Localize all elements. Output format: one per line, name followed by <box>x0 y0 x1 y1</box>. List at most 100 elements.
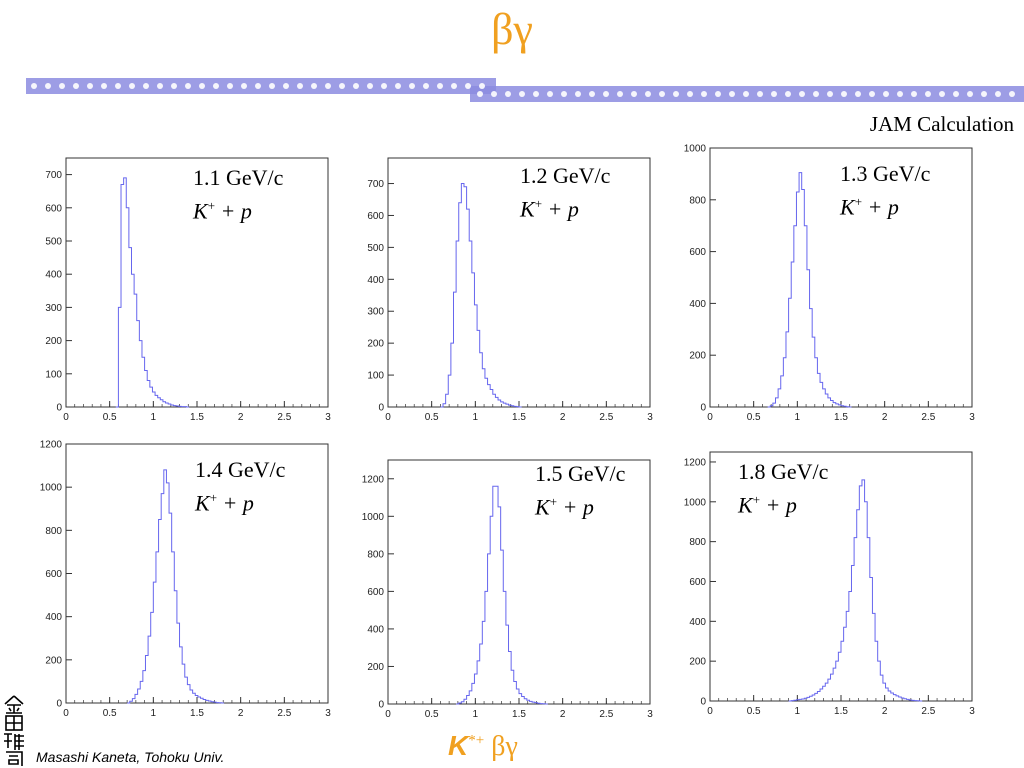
reaction-sup: + <box>207 198 216 213</box>
x-tick-label: 0.5 <box>425 412 439 423</box>
x-tick-label: 0 <box>385 709 391 720</box>
y-tick-label: 100 <box>45 369 62 380</box>
x-tick-label: 2 <box>560 709 566 720</box>
y-tick-label: 600 <box>367 587 384 598</box>
x-tick-label: 0.5 <box>747 706 761 717</box>
y-tick-label: 400 <box>689 299 706 310</box>
x-tick-label: 0 <box>707 412 713 423</box>
x-tick-label: 0.5 <box>103 412 117 423</box>
x-tick-label: 3 <box>969 412 975 423</box>
y-tick-label: 800 <box>689 195 706 206</box>
bottom-title: K*+ βγ <box>448 730 518 763</box>
reaction-k: K <box>738 492 753 518</box>
y-tick-label: 400 <box>45 270 62 281</box>
y-tick-label: 200 <box>45 336 62 347</box>
y-tick-label: 1000 <box>40 483 63 494</box>
y-tick-label: 400 <box>689 617 706 628</box>
panel-label-6: 1.8 GeV/c K+ + p <box>738 458 828 519</box>
momentum-label: 1.5 GeV/c <box>535 461 626 486</box>
x-tick-label: 1.5 <box>190 708 204 719</box>
y-tick-label: 400 <box>367 624 384 635</box>
panel-label-1: 1.1 GeV/c K+ + p <box>193 164 283 225</box>
y-tick-label: 800 <box>367 549 384 560</box>
panel-label-3: 1.3 GeV/c K+ + p <box>840 160 930 221</box>
x-tick-label: 1 <box>795 706 801 717</box>
momentum-label: 1.1 GeV/c <box>193 165 284 190</box>
x-tick-label: 0.5 <box>425 709 439 720</box>
x-tick-label: 1 <box>151 412 157 423</box>
histogram-chart-4: 0 0.5 1 1.5 2 2.5 3 0 200 400 600 800 1000 1200 <box>40 440 331 720</box>
y-tick-label: 600 <box>367 211 384 222</box>
y-tick-label: 200 <box>689 657 706 668</box>
histogram-chart-2: 0 0.5 1 1.5 2 2.5 3 0 100 200 300 400 500 600 700 <box>367 157 653 423</box>
y-tick-label: 0 <box>700 697 706 708</box>
histogram-series <box>788 479 923 702</box>
x-tick-label: 2 <box>238 412 244 423</box>
reaction-sup: + <box>534 196 543 211</box>
x-tick-label: 2.5 <box>277 708 291 719</box>
histogram-series <box>767 172 852 408</box>
y-tick-label: 800 <box>45 526 62 537</box>
histogram-series <box>440 183 522 408</box>
y-tick-label: 500 <box>45 237 62 248</box>
reaction-rest: + p <box>557 494 594 520</box>
panel-label-2: 1.2 GeV/c K+ + p <box>520 162 610 223</box>
y-tick-label: 400 <box>45 612 62 623</box>
y-tick-label: 1200 <box>362 474 385 485</box>
bottom-greek: βγ <box>484 731 518 762</box>
x-tick-label: 1.5 <box>512 709 526 720</box>
x-tick-label: 1.5 <box>512 412 526 423</box>
x-tick-label: 1 <box>473 412 479 423</box>
y-tick-label: 1200 <box>40 440 63 451</box>
histogram-series <box>115 177 190 408</box>
decorative-banner <box>26 78 1024 102</box>
x-tick-label: 1 <box>473 709 479 720</box>
x-tick-label: 2 <box>238 708 244 719</box>
x-tick-label: 0 <box>385 412 391 423</box>
y-tick-label: 300 <box>367 307 384 318</box>
y-tick-label: 1000 <box>684 497 707 508</box>
jam-calculation-label: JAM Calculation <box>869 112 1014 136</box>
x-tick-label: 2.5 <box>599 412 613 423</box>
y-tick-label: 600 <box>689 577 706 588</box>
x-tick-label: 3 <box>969 706 975 717</box>
y-tick-label: 0 <box>700 403 706 414</box>
x-tick-label: 1 <box>795 412 801 423</box>
x-tick-label: 0 <box>63 412 69 423</box>
x-tick-label: 2.5 <box>599 709 613 720</box>
y-tick-label: 600 <box>689 247 706 258</box>
x-tick-label: 0 <box>707 706 713 717</box>
x-tick-label: 3 <box>325 412 331 423</box>
y-tick-label: 0 <box>378 403 384 414</box>
y-tick-label: 300 <box>45 303 62 314</box>
histogram-panel-2: 0 0.5 1 1.5 2 2.5 3 0 100 200 300 400 500 600 700 1.2 … <box>350 150 660 425</box>
x-tick-label: 3 <box>325 708 331 719</box>
momentum-label: 1.4 GeV/c <box>195 457 286 482</box>
histogram-panel-1: 0 0.5 1 1.5 2 2.5 3 0 100 200 300 400 500 600 700 1.1 … <box>28 150 338 425</box>
panel-label-5: 1.5 GeV/c K+ + p <box>535 460 625 521</box>
plot-frame <box>387 157 651 408</box>
x-tick-label: 1.5 <box>190 412 204 423</box>
x-tick-label: 1 <box>151 708 157 719</box>
y-tick-label: 700 <box>45 170 62 181</box>
reaction-rest: + p <box>760 492 797 518</box>
y-tick-label: 400 <box>367 275 384 286</box>
panel-label-4: 1.4 GeV/c K+ + p <box>195 456 285 517</box>
y-tick-label: 200 <box>367 339 384 350</box>
x-tick-label: 3 <box>647 412 653 423</box>
histogram-panel-5: 0 0.5 1 1.5 2 2.5 3 0 200 400 600 800 1000 1200 1.5 G… <box>350 452 660 722</box>
momentum-label: 1.2 GeV/c <box>520 163 611 188</box>
x-tick-label: 2.5 <box>921 706 935 717</box>
y-tick-label: 600 <box>45 203 62 214</box>
y-tick-label: 0 <box>378 700 384 711</box>
momentum-label: 1.8 GeV/c <box>738 459 829 484</box>
y-tick-label: 0 <box>56 403 62 414</box>
x-tick-label: 1.5 <box>834 412 848 423</box>
reaction-rest: + p <box>217 490 254 516</box>
x-tick-label: 1.5 <box>834 706 848 717</box>
y-tick-label: 200 <box>45 655 62 666</box>
author-seal <box>4 695 24 766</box>
x-tick-label: 2 <box>560 412 566 423</box>
x-tick-label: 2.5 <box>277 412 291 423</box>
reaction-k: K <box>535 494 550 520</box>
